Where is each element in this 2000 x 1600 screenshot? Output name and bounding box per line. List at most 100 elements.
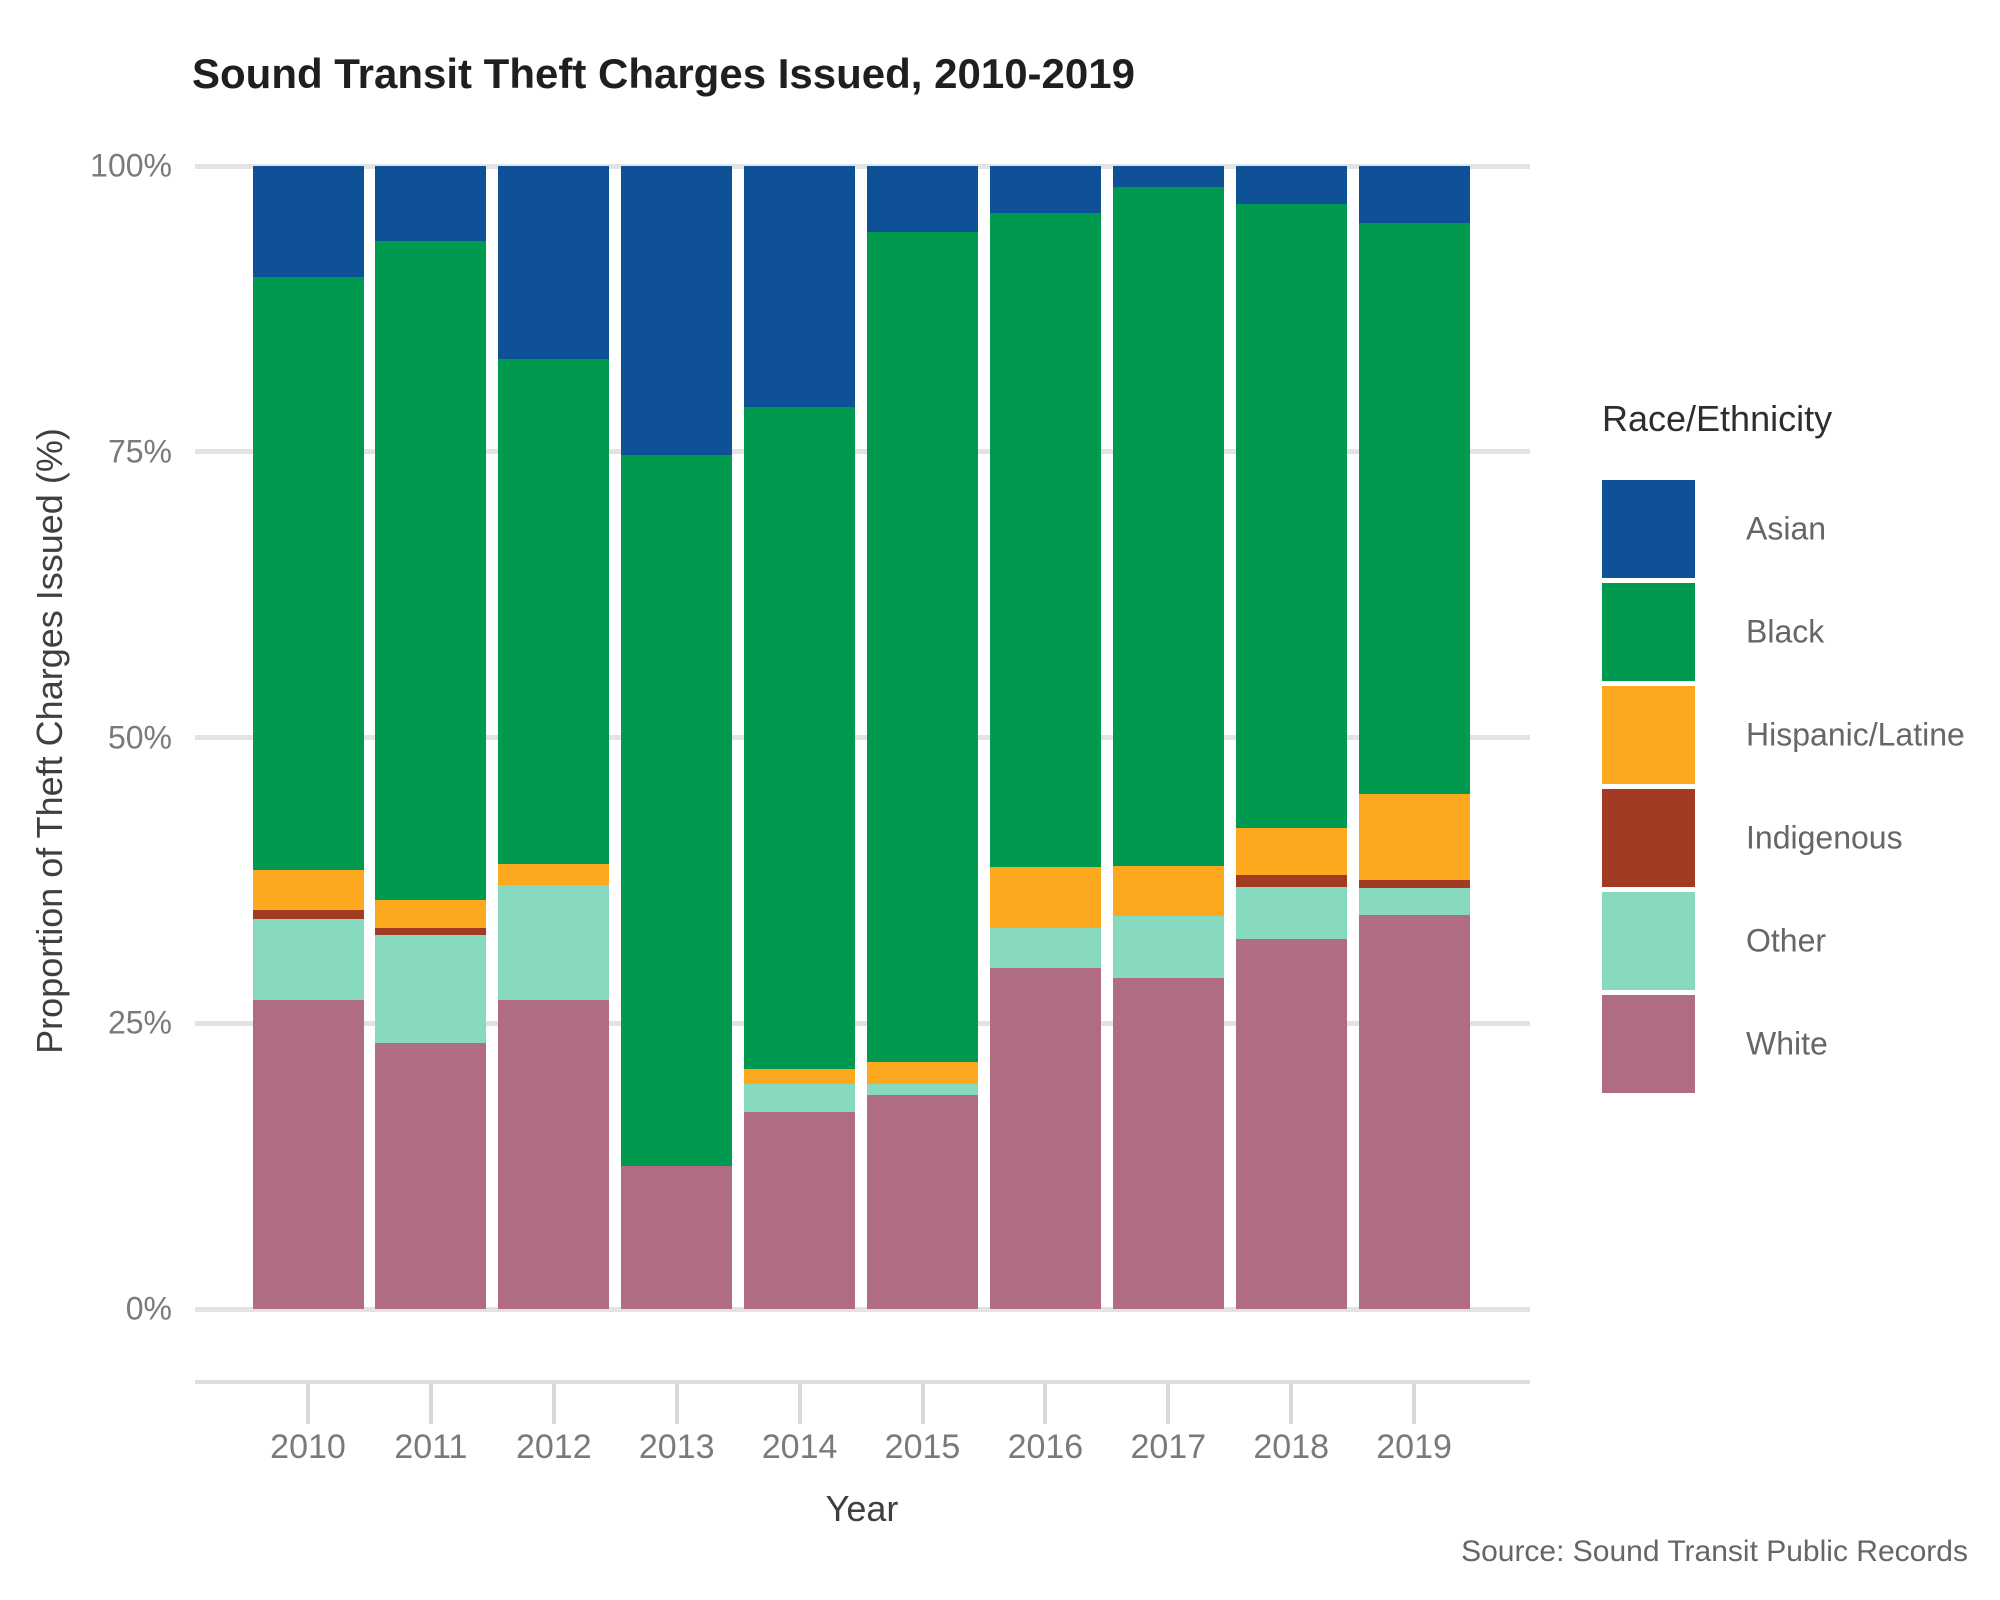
x-tick-2019 xyxy=(1412,1382,1417,1424)
segment-2014-other xyxy=(744,1083,856,1113)
segment-2013-white xyxy=(621,1166,733,1309)
x-tick-label-2012: 2012 xyxy=(515,1428,592,1466)
x-tick-2011 xyxy=(428,1382,433,1424)
gridline-25 xyxy=(195,1020,1530,1026)
segment-2012-other xyxy=(498,884,610,1001)
legend-swatch-black xyxy=(1602,583,1695,681)
segment-2016-other xyxy=(989,928,1101,969)
segment-2014-asian xyxy=(744,166,856,408)
legend-label-other: Other xyxy=(1746,922,1827,959)
x-tick-2017 xyxy=(1166,1382,1171,1424)
segment-2019-hispanic-latine xyxy=(1358,793,1470,881)
gridline-50 xyxy=(195,735,1530,740)
legend-swatch-white xyxy=(1602,995,1695,1093)
legend-swatch-indigenous xyxy=(1602,789,1695,887)
segment-2012-black xyxy=(498,359,610,865)
legend: Race/Ethnicity Asian Black Hispanic/Latine… xyxy=(1600,398,1965,1093)
segment-2010-indigenous xyxy=(252,910,364,920)
bar-2014 xyxy=(744,166,856,1309)
source-note: Source: Sound Transit Public Records xyxy=(1461,1535,1968,1568)
x-tick-label-2013: 2013 xyxy=(638,1428,715,1466)
x-tick-2018 xyxy=(1289,1382,1294,1424)
x-tick-label-2010: 2010 xyxy=(270,1428,346,1466)
segment-2014-black xyxy=(744,407,856,1069)
legend-swatch-asian xyxy=(1602,480,1695,578)
chart-title: Sound Transit Theft Charges Issued, 2010… xyxy=(192,50,1135,97)
x-tick-2013 xyxy=(674,1382,679,1424)
segment-2019-white xyxy=(1358,914,1470,1309)
bar-2011 xyxy=(375,166,487,1309)
segment-2018-other xyxy=(1235,887,1347,939)
segment-2010-black xyxy=(252,276,364,871)
segment-2011-other xyxy=(375,935,487,1043)
x-tick-label-2015: 2015 xyxy=(884,1428,961,1466)
segment-2013-black xyxy=(621,455,733,1167)
segment-2018-white xyxy=(1235,938,1347,1309)
segment-2010-other xyxy=(252,919,364,1001)
bar-2016 xyxy=(989,166,1101,1309)
segment-2013-asian xyxy=(621,166,733,456)
y-tick-label-25: 25% xyxy=(107,1004,172,1041)
segment-2012-white xyxy=(498,1000,610,1309)
segment-2012-hispanic-latine xyxy=(498,864,610,885)
segment-2017-black xyxy=(1112,186,1224,866)
segment-2012-asian xyxy=(498,166,610,360)
segment-2017-hispanic-latine xyxy=(1112,865,1224,916)
bar-2015 xyxy=(867,166,978,1309)
segment-2019-black xyxy=(1358,223,1470,794)
segment-2019-indigenous xyxy=(1358,880,1470,889)
segment-2011-asian xyxy=(375,166,487,242)
legend-label-asian: Asian xyxy=(1746,510,1827,547)
segment-2018-asian xyxy=(1235,166,1347,204)
segment-2017-white xyxy=(1112,977,1224,1309)
segment-2016-hispanic-latine xyxy=(989,866,1101,929)
segment-2019-asian xyxy=(1358,166,1470,224)
bar-2010 xyxy=(252,166,364,1309)
gridline-0 xyxy=(195,1306,1530,1312)
segment-2016-black xyxy=(989,212,1101,867)
segment-2019-other xyxy=(1358,888,1470,915)
legend-swatch-other xyxy=(1602,892,1695,990)
segment-2010-white xyxy=(252,1000,364,1309)
segment-2014-white xyxy=(744,1112,856,1309)
x-tick-2015 xyxy=(920,1382,925,1424)
x-tick-2010 xyxy=(306,1382,310,1424)
bar-2012 xyxy=(498,166,610,1309)
segment-2018-hispanic-latine xyxy=(1235,827,1347,875)
segment-2010-hispanic-latine xyxy=(252,870,364,911)
gridline-100 xyxy=(195,163,1530,169)
segment-2017-asian xyxy=(1112,166,1224,187)
x-axis-title: Year xyxy=(825,1488,899,1529)
x-tick-label-2014: 2014 xyxy=(761,1428,838,1466)
segment-2010-asian xyxy=(252,166,364,277)
segment-2015-asian xyxy=(867,166,978,233)
y-tick-label-0: 0% xyxy=(125,1290,172,1327)
segment-2011-indigenous xyxy=(375,928,487,936)
x-tick-2012 xyxy=(551,1382,556,1424)
segment-2018-black xyxy=(1235,203,1347,828)
segment-2016-asian xyxy=(989,166,1101,213)
bar-2018 xyxy=(1235,166,1347,1309)
legend-label-indigenous: Indigenous xyxy=(1746,819,1903,856)
segment-2014-hispanic-latine xyxy=(744,1069,856,1084)
segment-2011-white xyxy=(375,1042,487,1309)
x-tick-2014 xyxy=(797,1382,802,1424)
bar-2017 xyxy=(1112,166,1224,1309)
segment-2011-black xyxy=(375,241,487,900)
x-tick-2016 xyxy=(1043,1382,1048,1424)
segment-2017-other xyxy=(1112,915,1224,978)
x-axis-line xyxy=(195,1380,1530,1384)
segment-2016-white xyxy=(989,968,1101,1309)
legend-title: Race/Ethnicity xyxy=(1602,398,1833,439)
legend-label-white: White xyxy=(1746,1025,1828,1062)
x-tick-label-2016: 2016 xyxy=(1007,1428,1084,1466)
x-tick-label-2011: 2011 xyxy=(394,1428,468,1466)
segment-2015-hispanic-latine xyxy=(867,1062,978,1084)
gridline-75 xyxy=(195,449,1530,455)
y-tick-label-75: 75% xyxy=(107,433,172,470)
segment-2015-white xyxy=(867,1095,978,1309)
segment-2015-other xyxy=(867,1083,978,1096)
segment-2015-black xyxy=(867,232,978,1063)
y-tick-label-100: 100% xyxy=(90,147,172,184)
